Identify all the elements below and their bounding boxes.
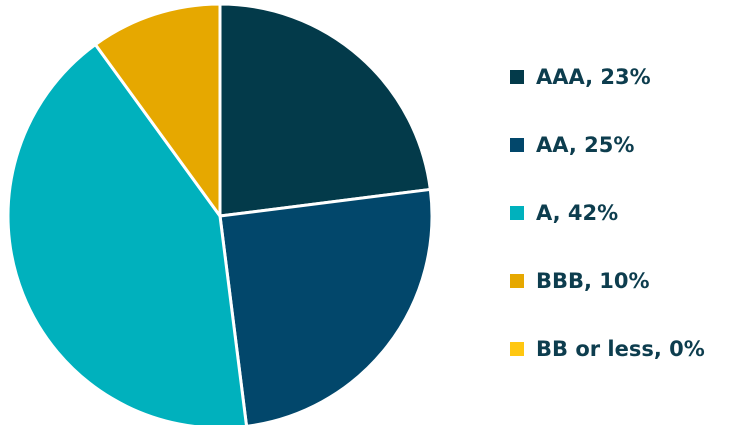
legend-label-bb-or-less: BB or less, 0% bbox=[536, 337, 705, 361]
legend-item-aa: AA, 25% bbox=[510, 133, 634, 157]
legend-item-bb-or-less: BB or less, 0% bbox=[510, 337, 705, 361]
pie-slice-bbb bbox=[93, 2, 222, 218]
legend-item-bbb: BBB, 10% bbox=[510, 269, 650, 293]
legend-item-aaa: AAA, 23% bbox=[510, 65, 651, 89]
legend: AAA, 23% AA, 25% A, 42% BBB, 10% BB or less,… bbox=[510, 65, 705, 361]
legend-label-aaa: AAA, 23% bbox=[536, 65, 651, 89]
legend-swatch-a bbox=[510, 206, 524, 220]
legend-label-aa: AA, 25% bbox=[536, 133, 634, 157]
legend-swatch-aaa bbox=[510, 70, 524, 84]
legend-label-a: A, 42% bbox=[536, 201, 618, 225]
legend-swatch-aa bbox=[510, 138, 524, 152]
pie-slice-a bbox=[6, 42, 248, 425]
pie-slice-aaa bbox=[218, 2, 432, 218]
legend-swatch-bbb bbox=[510, 274, 524, 288]
pie-slices bbox=[6, 2, 434, 425]
legend-swatch-bb-or-less bbox=[510, 342, 524, 356]
legend-label-bbb: BBB, 10% bbox=[536, 269, 650, 293]
pie-slice-aa bbox=[218, 187, 434, 425]
legend-item-a: A, 42% bbox=[510, 201, 618, 225]
